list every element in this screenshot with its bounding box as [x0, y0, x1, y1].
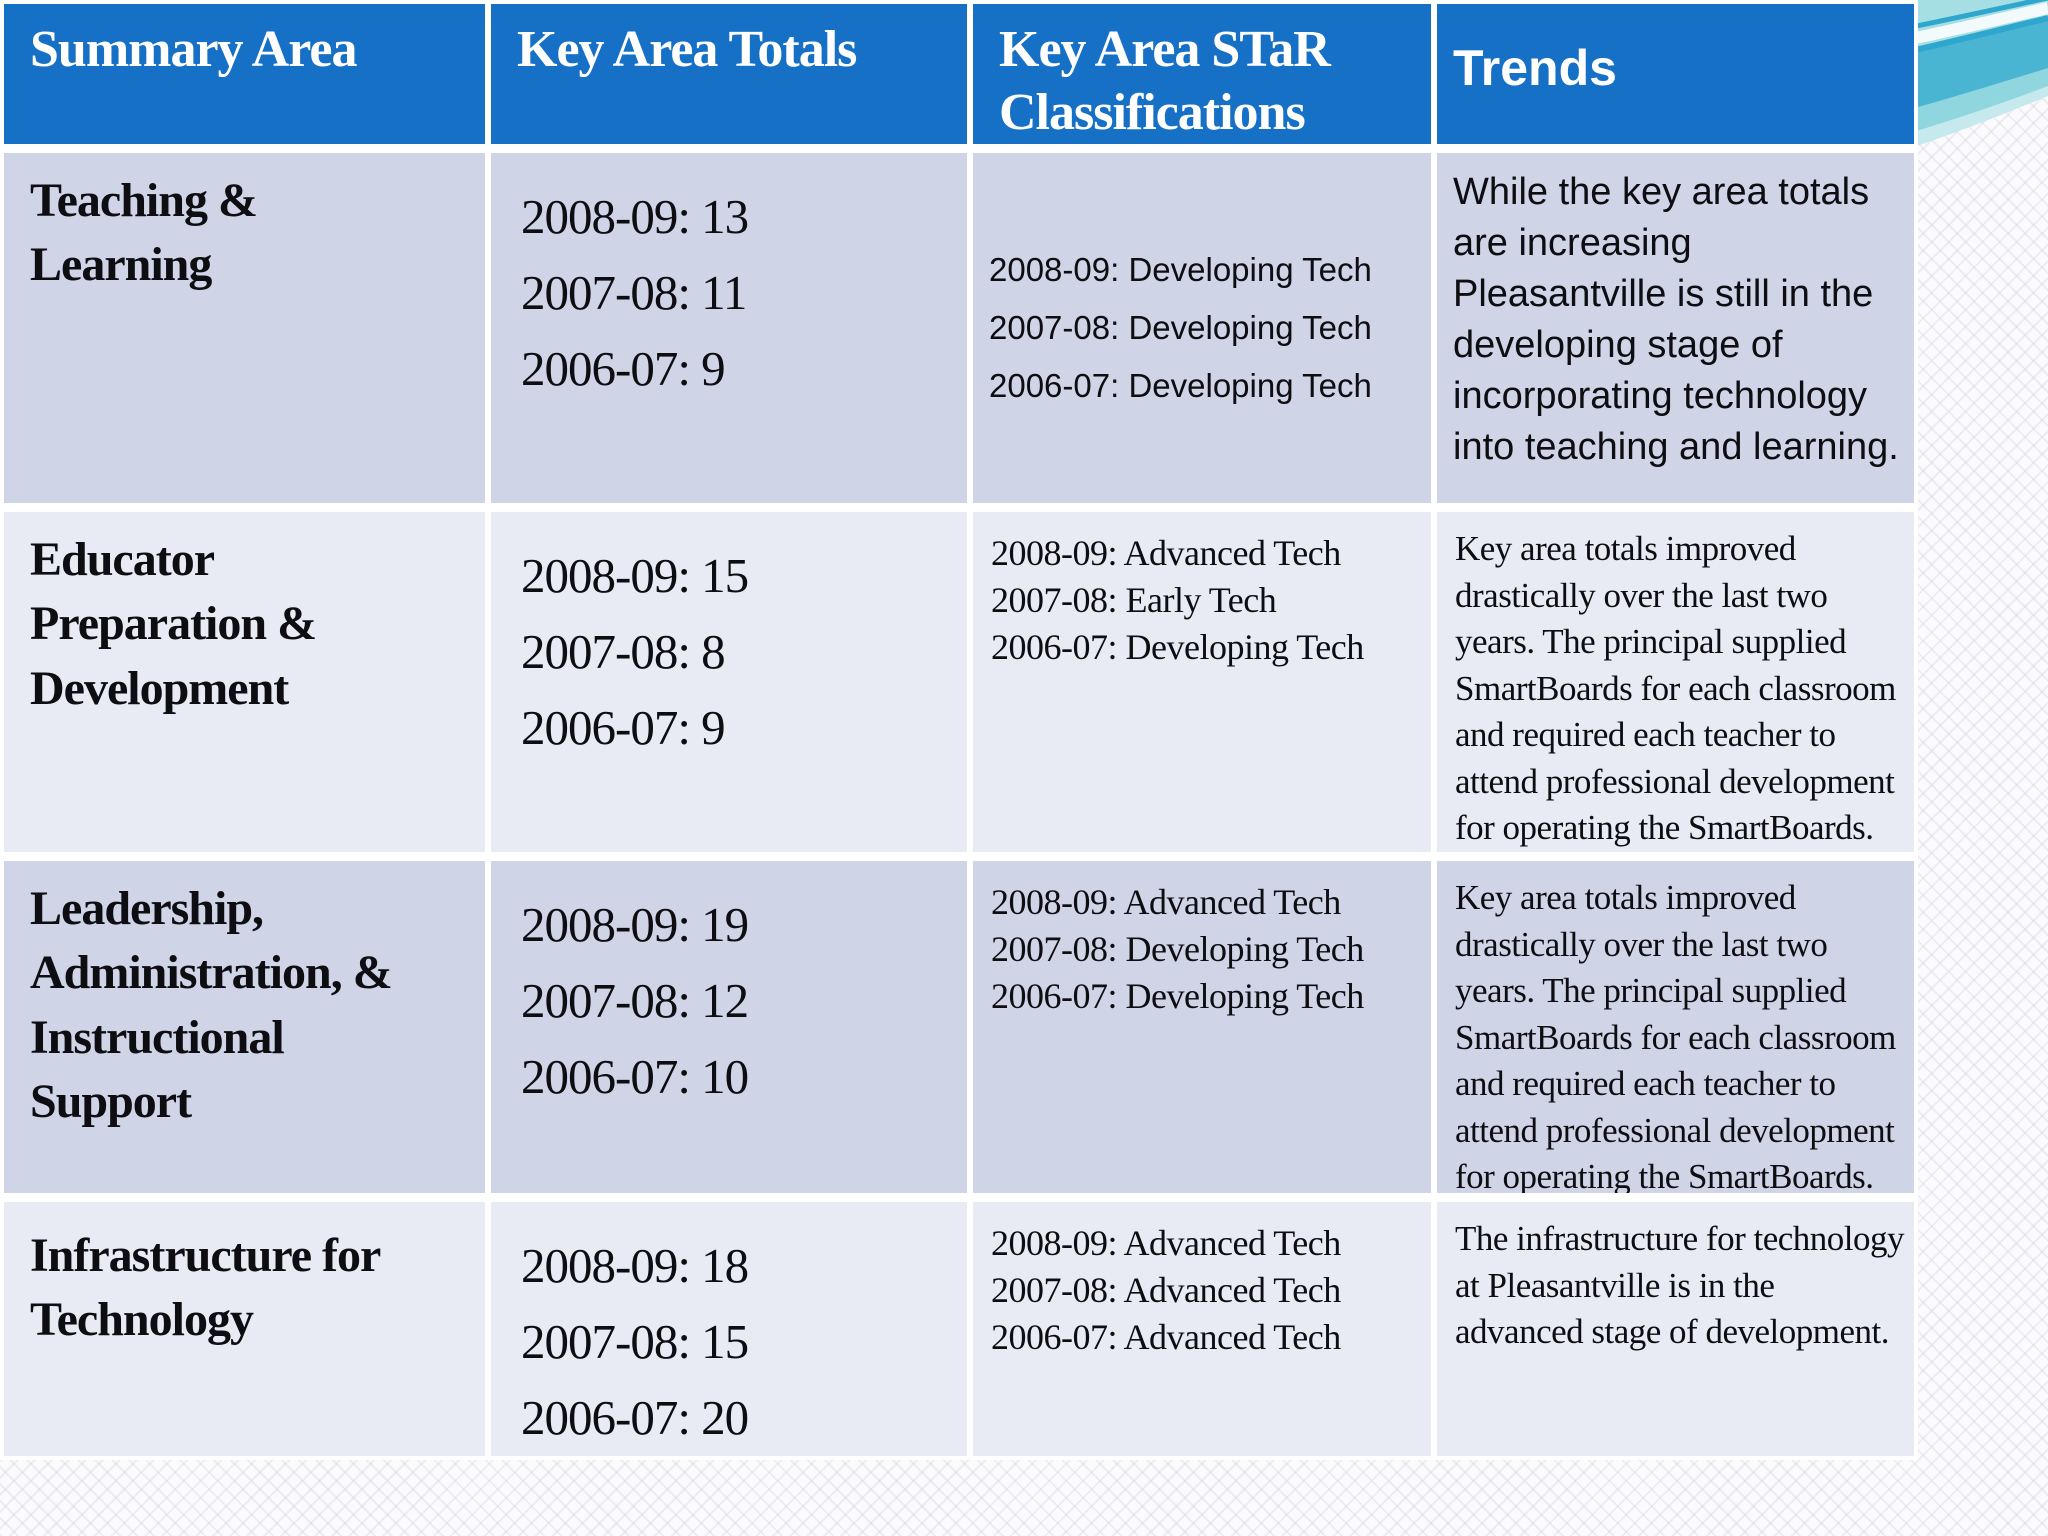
- total-line: 2008-09: 18: [521, 1238, 749, 1293]
- row-4-classifications: 2008-09: Advanced Tech 2007-08: Advanced…: [973, 1202, 1431, 1456]
- classification-line: 2006-07: Developing Tech: [991, 975, 1364, 1016]
- row-4-summary-area: Infrastructure for Technology: [4, 1202, 485, 1456]
- classification-line: 2008-09: Advanced Tech: [991, 533, 1341, 573]
- total-line: 2008-09: 13: [521, 189, 749, 244]
- total-line: 2007-08: 11: [521, 264, 747, 320]
- classification-line: 2007-08: Early Tech: [991, 579, 1277, 620]
- classification-line: 2007-08: Developing Tech: [989, 309, 1372, 346]
- total-line: 2007-08: 12: [521, 972, 749, 1028]
- total-line: 2006-07: 9: [521, 340, 726, 396]
- row-4-trend: The infrastructure for technology at Ple…: [1437, 1202, 1914, 1456]
- row-3-trend: Key area totals improved drastically ove…: [1437, 861, 1914, 1193]
- row-2-totals: 2008-09: 15 2007-08: 8 2006-07: 9: [491, 512, 967, 852]
- total-line: 2006-07: 20: [521, 1389, 749, 1445]
- row-3-totals: 2008-09: 19 2007-08: 12 2006-07: 10: [491, 861, 967, 1193]
- row-2-trend: Key area totals improved drastically ove…: [1437, 512, 1914, 852]
- total-line: 2008-09: 15: [521, 548, 749, 603]
- header-trends: Trends: [1437, 4, 1914, 144]
- total-line: 2007-08: 15: [521, 1313, 749, 1369]
- classification-line: 2008-09: Developing Tech: [989, 251, 1372, 288]
- row-1-trend: While the key area totals are increasing…: [1437, 153, 1914, 503]
- total-line: 2008-09: 19: [521, 897, 749, 952]
- star-summary-table: Summary Area Key Area Totals Key Area ST…: [4, 4, 1914, 1456]
- row-1-totals: 2008-09: 13 2007-08: 11 2006-07: 9: [491, 153, 967, 503]
- total-line: 2006-07: 9: [521, 699, 726, 755]
- row-3-summary-area: Leadership, Administration, & Instructio…: [4, 861, 485, 1193]
- classification-line: 2006-07: Developing Tech: [991, 626, 1364, 667]
- classification-line: 2007-08: Developing Tech: [991, 928, 1364, 969]
- row-2-summary-area: Educator Preparation & Development: [4, 512, 485, 852]
- row-3-classifications: 2008-09: Advanced Tech 2007-08: Developi…: [973, 861, 1431, 1193]
- classification-line: 2008-09: Advanced Tech: [991, 1223, 1341, 1263]
- header-star-classifications: Key Area STaR Classifications: [973, 4, 1431, 144]
- row-1-classifications: 2008-09: Developing Tech 2007-08: Develo…: [973, 153, 1431, 503]
- row-4-totals: 2008-09: 18 2007-08: 15 2006-07: 20: [491, 1202, 967, 1456]
- row-1-summary-area: Teaching & Learning: [4, 153, 485, 503]
- classification-line: 2008-09: Advanced Tech: [991, 882, 1341, 922]
- header-summary-area: Summary Area: [4, 4, 485, 144]
- total-line: 2007-08: 8: [521, 623, 726, 679]
- row-2-classifications: 2008-09: Advanced Tech 2007-08: Early Te…: [973, 512, 1431, 852]
- classification-line: 2006-07: Developing Tech: [989, 367, 1372, 404]
- total-line: 2006-07: 10: [521, 1048, 749, 1104]
- classification-line: 2007-08: Advanced Tech: [991, 1269, 1341, 1310]
- table-grid: Summary Area Key Area Totals Key Area ST…: [4, 4, 1914, 1456]
- header-key-area-totals: Key Area Totals: [491, 4, 967, 144]
- classification-line: 2006-07: Advanced Tech: [991, 1316, 1341, 1357]
